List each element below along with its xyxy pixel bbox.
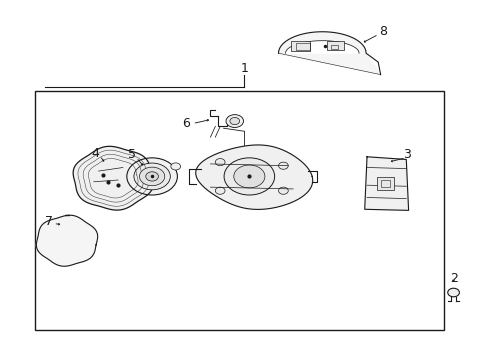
Text: 8: 8 — [378, 25, 386, 38]
Polygon shape — [364, 157, 408, 210]
Bar — [35, 91, 443, 330]
Bar — [380, 180, 389, 187]
Circle shape — [126, 158, 177, 195]
Text: 1: 1 — [240, 62, 248, 75]
Polygon shape — [73, 146, 153, 210]
Text: 7: 7 — [44, 215, 52, 228]
Polygon shape — [285, 41, 358, 53]
Circle shape — [145, 172, 158, 181]
Circle shape — [170, 163, 180, 170]
Circle shape — [139, 167, 164, 186]
Text: 6: 6 — [182, 117, 190, 130]
Bar — [290, 41, 309, 51]
Polygon shape — [36, 215, 98, 266]
Circle shape — [215, 158, 224, 166]
Circle shape — [233, 165, 264, 188]
Text: 3: 3 — [403, 148, 410, 162]
Circle shape — [278, 162, 287, 169]
Bar — [330, 45, 338, 49]
Text: 2: 2 — [449, 272, 457, 285]
Circle shape — [224, 158, 274, 195]
Polygon shape — [278, 32, 380, 75]
Circle shape — [225, 114, 243, 127]
Bar — [295, 43, 309, 50]
Bar — [376, 177, 393, 190]
Text: 4: 4 — [91, 147, 99, 160]
Bar — [326, 41, 344, 50]
Text: 5: 5 — [127, 148, 135, 162]
Circle shape — [447, 288, 458, 297]
Circle shape — [215, 187, 224, 194]
Circle shape — [278, 187, 287, 194]
Polygon shape — [195, 145, 312, 210]
Circle shape — [134, 163, 170, 190]
Circle shape — [229, 117, 239, 125]
